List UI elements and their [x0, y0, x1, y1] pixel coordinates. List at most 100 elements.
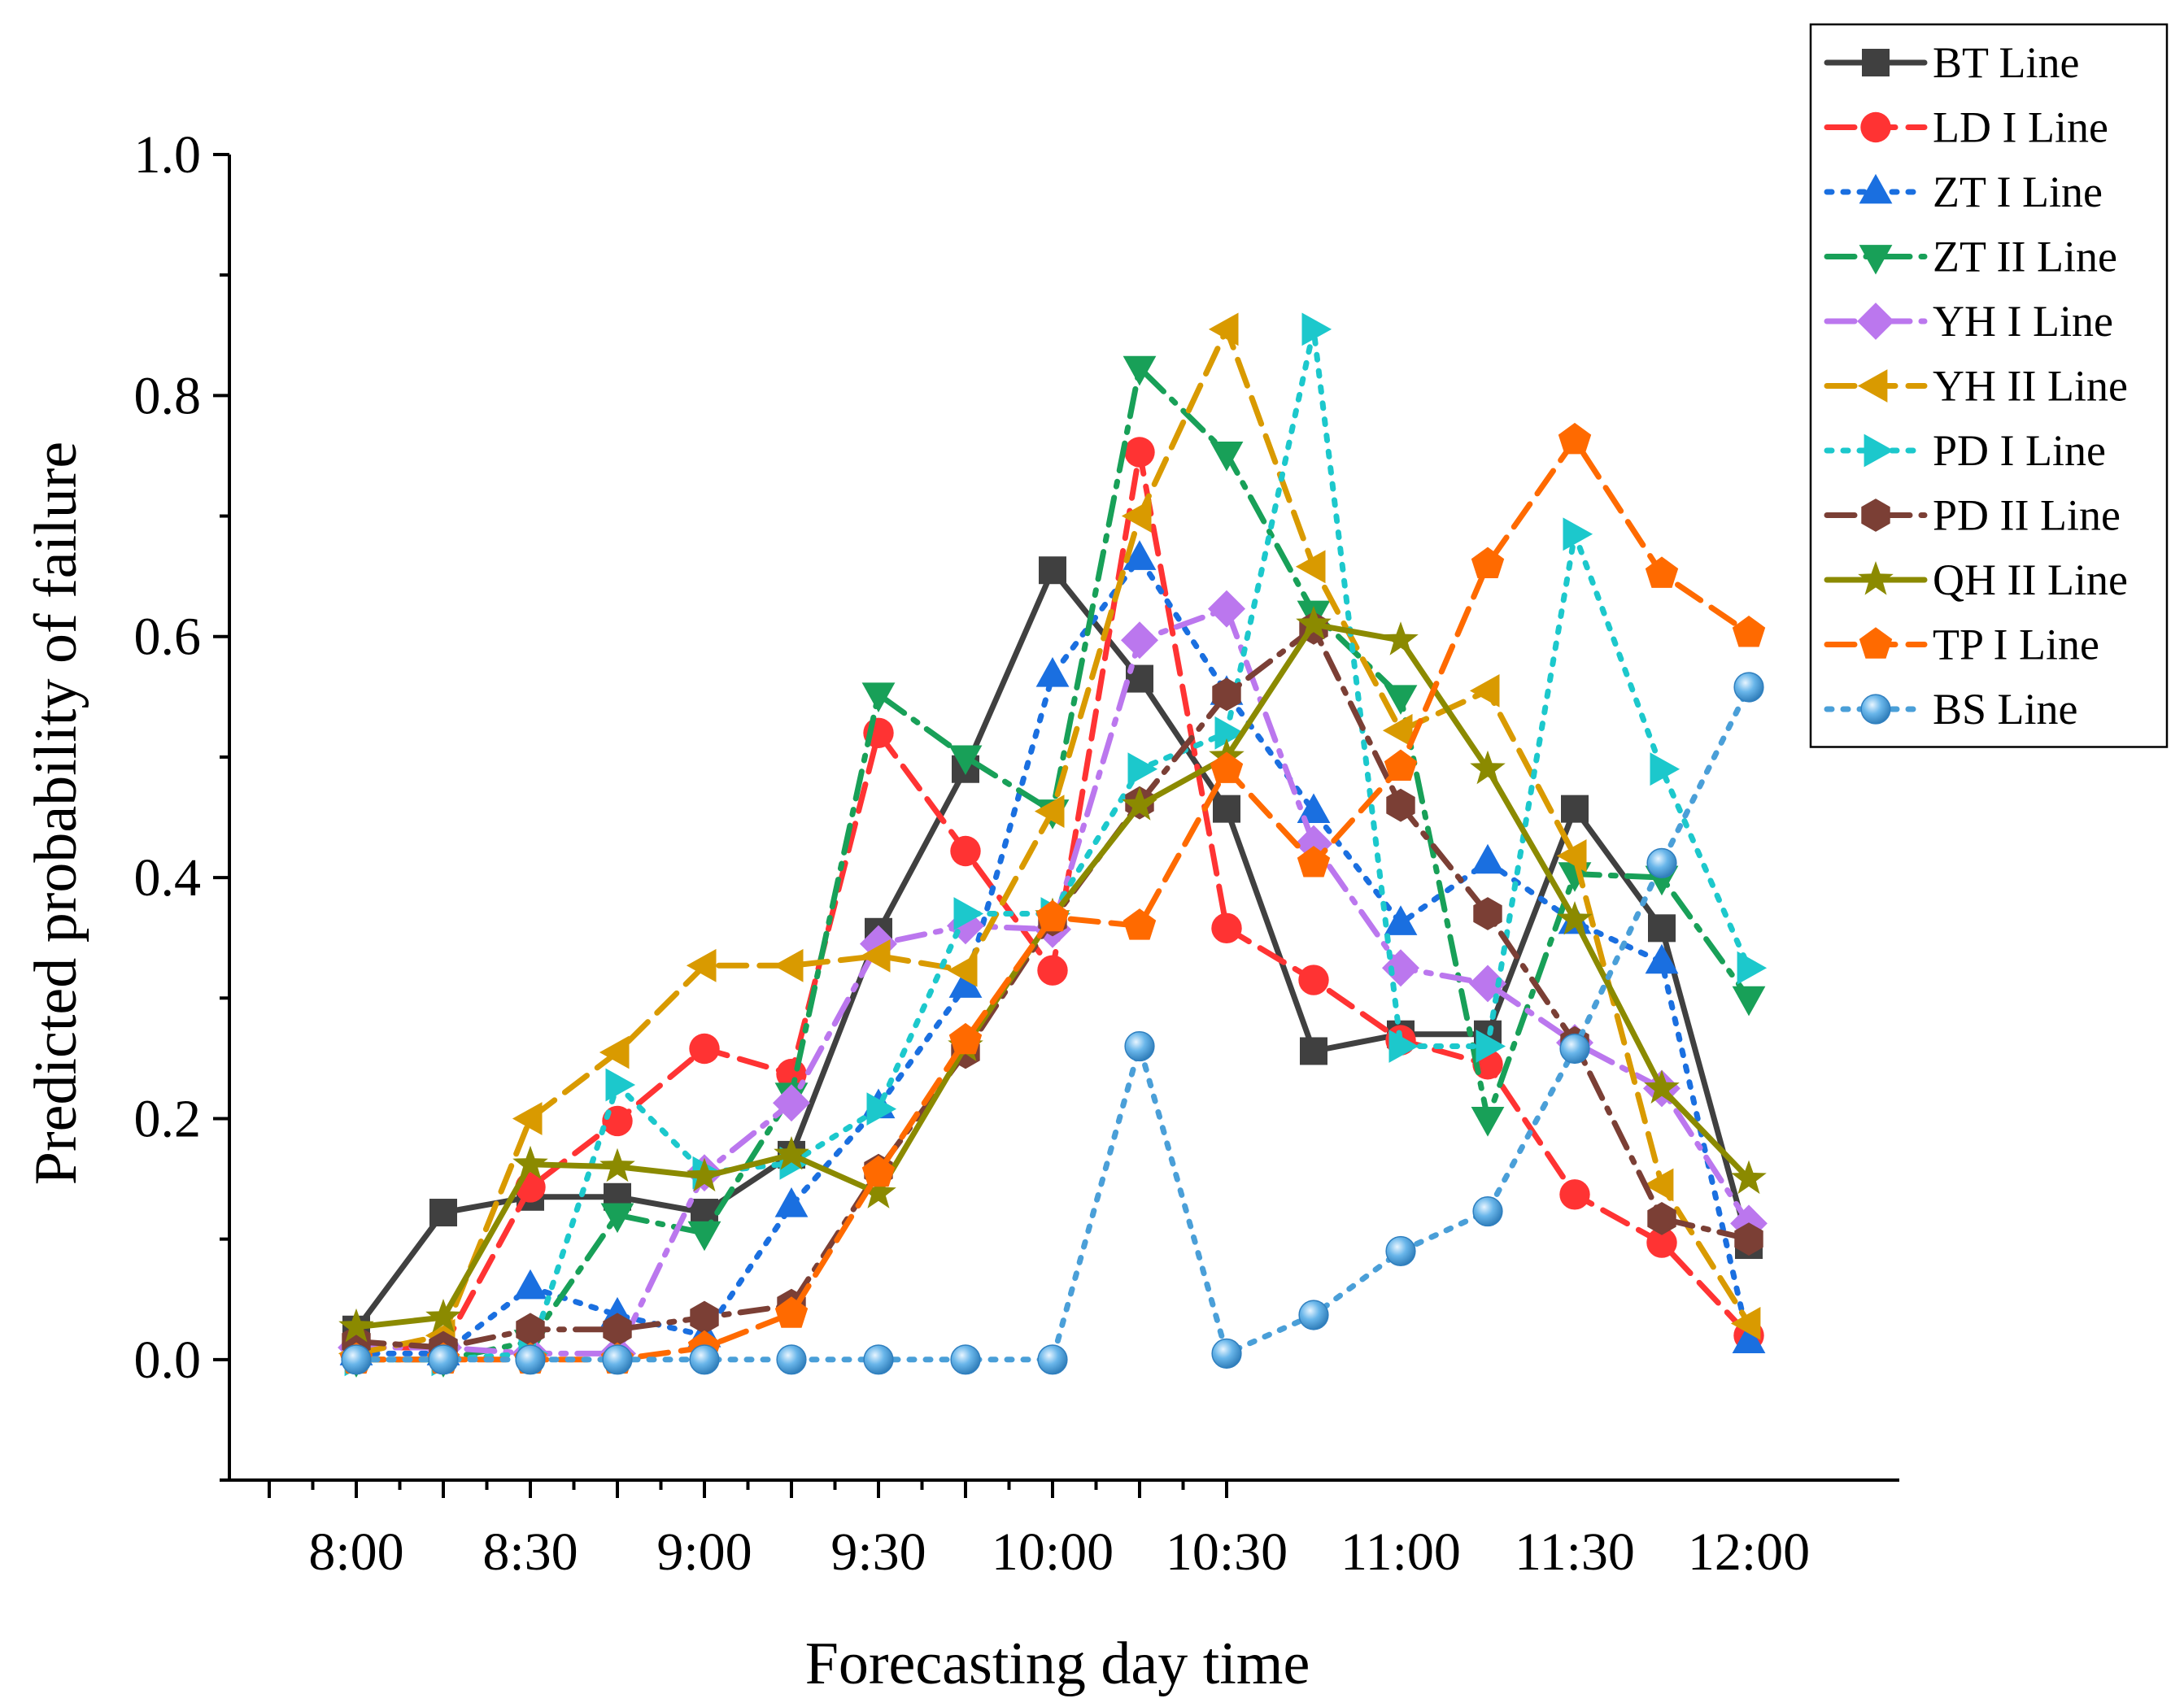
legend-item-zt-i-line: ZT I Line [1824, 168, 2103, 216]
data-point [1388, 1030, 1419, 1063]
data-point [425, 1299, 461, 1333]
data-point [1121, 499, 1152, 533]
data-point [773, 1084, 810, 1122]
legend-label: BT Line [1933, 38, 2079, 87]
data-point [1384, 905, 1418, 935]
y-axis-title: Predicted probability of failure [23, 442, 89, 1185]
data-point [1037, 1344, 1068, 1375]
data-point [1471, 1107, 1505, 1137]
data-point [429, 1199, 457, 1227]
data-point [1469, 965, 1506, 1003]
data-point [1035, 899, 1070, 932]
series-yh-ii-line [338, 312, 1761, 1370]
legend-item-zt-ii-line: ZT II Line [1824, 233, 2117, 281]
data-point [1644, 1069, 1680, 1104]
legend-marker [1859, 245, 1893, 275]
data-point [1297, 846, 1331, 877]
data-point [1382, 713, 1413, 747]
data-point [1559, 1033, 1590, 1065]
data-point [689, 1033, 720, 1065]
data-point [687, 1157, 722, 1192]
data-point [1214, 716, 1245, 750]
data-point [1123, 540, 1157, 570]
legend-item-ld-i-line: LD I Line [1824, 103, 2108, 152]
legend-label: TP I Line [1933, 621, 2099, 669]
legend-marker [1860, 111, 1891, 143]
x-axis-title: Forecasting day time [805, 1631, 1310, 1697]
data-point [1124, 437, 1155, 468]
legend-label: YH II Line [1933, 362, 2128, 411]
data-point [1034, 795, 1065, 828]
data-point [1384, 685, 1418, 715]
data-point [1298, 1300, 1329, 1330]
data-point [689, 1344, 720, 1375]
data-point [861, 682, 896, 712]
data-point [1300, 1037, 1327, 1065]
data-point [513, 1269, 547, 1300]
legend-marker [1859, 627, 1893, 659]
legend-label: QH II Line [1933, 555, 2128, 604]
data-point [1471, 547, 1505, 578]
x-tick-label: 10:30 [1166, 1522, 1288, 1582]
data-point [774, 1136, 809, 1170]
data-point [605, 1068, 636, 1102]
data-point [863, 1344, 894, 1375]
data-point [516, 1313, 545, 1347]
legend-item-bs-line: BS Line [1824, 685, 2078, 734]
legend-label: PD I Line [1933, 426, 2106, 475]
data-point [602, 1344, 633, 1375]
data-point [950, 1344, 981, 1375]
legend-marker [1858, 561, 1894, 595]
data-point [687, 1221, 721, 1252]
data-point [1123, 355, 1157, 386]
legend-label: ZT II Line [1933, 233, 2117, 281]
data-point [1210, 442, 1244, 472]
legend-item-pd-ii-line: PD II Line [1824, 491, 2121, 540]
data-point [1559, 1179, 1590, 1210]
data-point [1648, 914, 1676, 943]
data-point [950, 835, 981, 867]
series-bs-line [341, 672, 1764, 1375]
data-point [1039, 556, 1066, 585]
legend-label: ZT I Line [1933, 168, 2103, 216]
data-point [600, 1203, 634, 1234]
data-point [947, 953, 978, 987]
data-point [948, 745, 983, 775]
data-point [948, 1022, 983, 1055]
data-point [1121, 621, 1158, 660]
legend-item-pd-i-line: PD I Line [1824, 426, 2106, 475]
data-point [776, 1344, 807, 1375]
data-point [861, 1174, 896, 1208]
legend-item-tp-i-line: TP I Line [1824, 621, 2099, 669]
data-point [1212, 677, 1241, 712]
data-point [1208, 312, 1239, 346]
series-layer [338, 312, 1768, 1378]
data-point [599, 1035, 630, 1069]
data-point [1733, 672, 1764, 703]
data-point [690, 1300, 719, 1335]
data-point [1122, 786, 1157, 821]
data-point [1650, 752, 1681, 786]
data-point [1647, 1202, 1676, 1235]
data-point [1734, 1222, 1763, 1256]
data-point [1035, 657, 1070, 687]
x-tick-label: 11:30 [1515, 1522, 1635, 1582]
data-point [1386, 788, 1415, 822]
data-point [1469, 674, 1500, 708]
data-point [1037, 955, 1068, 986]
data-point [1732, 1323, 1766, 1353]
y-tick-label: 0.4 [134, 848, 202, 908]
legend-marker [1860, 694, 1891, 725]
data-point [1210, 751, 1244, 783]
y-tick-label: 0.2 [134, 1089, 202, 1148]
data-point [1563, 517, 1593, 551]
series-line [353, 684, 1752, 1363]
data-point [1124, 1030, 1155, 1062]
legend: BT Line LD I Line ZT I Line ZT II Line YH I … [1809, 23, 2169, 748]
data-point [428, 1344, 459, 1375]
x-tick-label: 11:00 [1340, 1522, 1461, 1582]
data-point [1561, 795, 1589, 823]
y-tick-label: 0.6 [134, 607, 202, 667]
legend-label: PD II Line [1933, 491, 2121, 540]
